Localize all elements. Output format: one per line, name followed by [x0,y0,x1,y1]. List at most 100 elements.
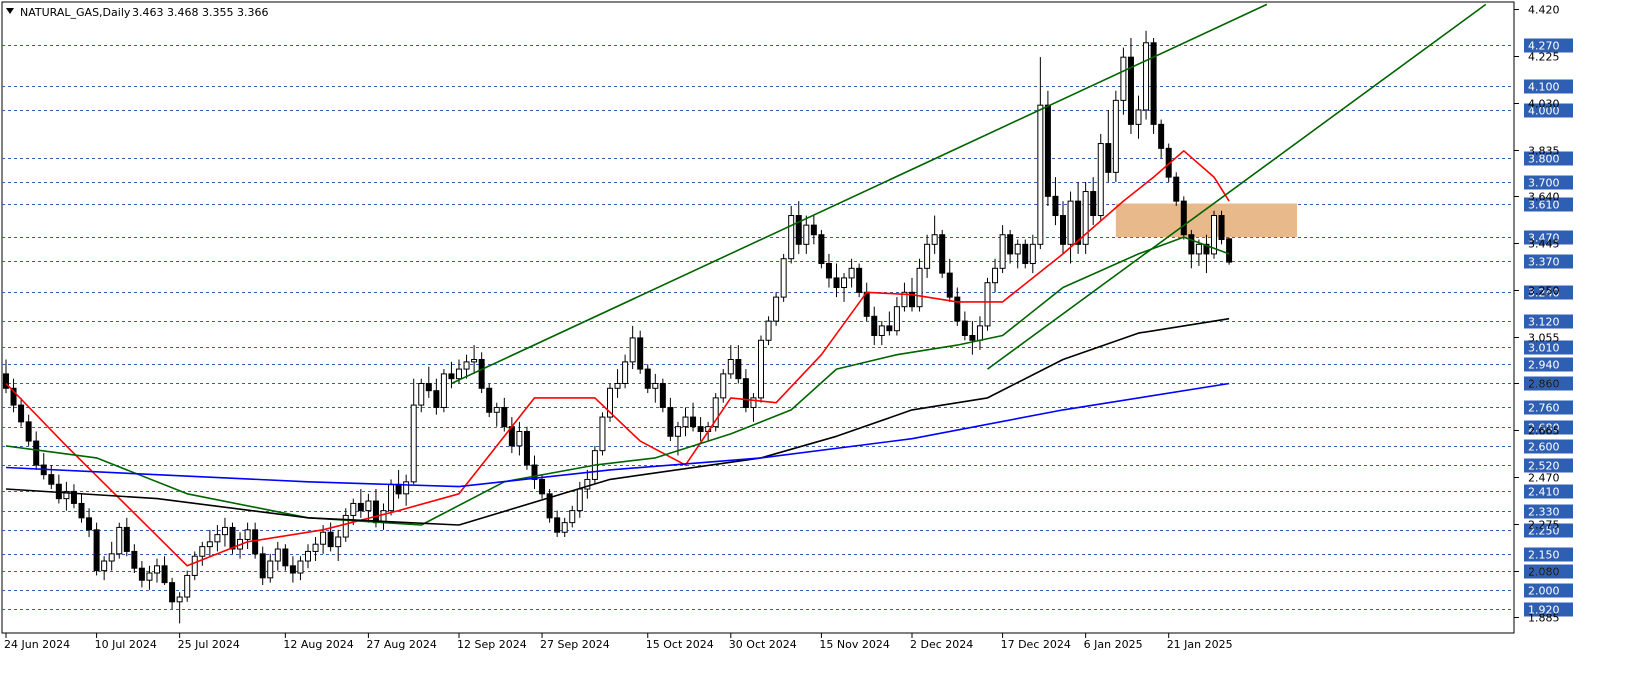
candle-body [342,514,349,538]
candle-body [403,481,410,495]
x-tick-label: 12 Aug 2024 [283,638,353,651]
x-tick-label: 2 Dec 2024 [910,638,973,651]
candle-body [901,291,908,308]
grid-layer [1,1,1515,634]
y-tick-label: 3.640 [1528,191,1560,204]
candle-body [833,277,840,289]
candle-body [282,548,289,567]
candle-body [939,234,946,274]
candle-body [1150,42,1157,125]
candle-body [123,526,130,552]
candle-body [712,397,719,428]
candle-body [1014,243,1021,255]
candle-body [1203,243,1210,255]
level-price-box [1524,38,1573,53]
candle-body [1097,143,1104,217]
level-price-label: 3.010 [1528,342,1560,355]
level-price-box [1524,254,1573,269]
candle-body [1112,99,1119,173]
candle-body [803,224,810,245]
candle-body [841,277,848,289]
candle-body [1082,191,1089,245]
candle-body [961,320,968,336]
level-price-label: 2.680 [1528,422,1560,435]
candle-body [909,291,915,308]
candle-body [10,387,17,406]
candle-body [1007,234,1014,255]
candle-body [1029,243,1036,265]
dropdown-arrow-icon[interactable] [6,8,14,14]
y-tick-label: 4.420 [1528,4,1560,17]
candle-body [516,430,523,447]
candle-body [312,543,319,552]
candle-body [765,320,772,341]
candle-body [569,510,576,524]
candle-body [1158,123,1165,149]
candle-body [1218,215,1225,241]
candle-body [440,373,447,408]
candle-body [1044,104,1051,197]
level-price-box [1524,175,1573,190]
candle-body [357,502,364,512]
candle-body [825,263,832,279]
candle-body [1105,143,1112,173]
trendline[interactable] [451,3,1268,385]
candle-body [116,526,123,555]
trendline[interactable] [987,3,1487,370]
candle-body [1127,56,1134,125]
candle-body [221,526,228,536]
level-price-box [1524,583,1573,598]
y-tick-label: 3.835 [1528,145,1560,158]
candle-body [607,387,613,418]
candle-body [1120,56,1127,101]
candle-body [1135,109,1142,125]
y-tick-label: 3.055 [1528,332,1560,345]
candle-body [561,522,568,533]
candle-body [93,529,100,572]
x-tick-label: 6 Jan 2025 [1084,638,1143,651]
candle-body [425,382,432,392]
level-price-box [1524,79,1573,94]
level-price-label: 2.330 [1528,506,1560,519]
candle-body [1173,176,1180,202]
x-tick-label: 15 Nov 2024 [819,638,889,651]
candle-body [388,483,395,512]
x-tick-label: 21 Jan 2025 [1167,638,1233,651]
candle-body [289,565,296,574]
candle-body [969,334,976,341]
level-price-box [1524,602,1573,617]
axis-layer: 4.270 4.100 4.000 3.800 3.700 3.610 3.470 3.370… [4,4,1573,651]
x-tick-label: 12 Sep 2024 [457,638,527,651]
y-tick-label: 1.885 [1528,612,1560,625]
level-price-label: 2.000 [1528,585,1560,598]
x-tick-label: 24 Jun 2024 [4,638,70,651]
moving-average-line [5,382,1230,488]
candle-body [727,358,734,375]
level-price-label: 2.080 [1528,566,1560,579]
candle-body [1195,243,1202,255]
candle-body [735,358,742,380]
candle-body [773,296,780,322]
candle-body [199,546,206,557]
candle-body [18,404,25,423]
candle-body [622,361,629,384]
candle-body [486,387,493,413]
candle-body [614,382,621,389]
candle-body [576,488,583,512]
level-price-box [1524,314,1573,329]
x-tick-label: 15 Oct 2024 [646,638,714,651]
candle-body [259,553,266,579]
level-price-box [1524,484,1573,499]
title-layer: NATURAL_GAS,Daily 3.463 3.468 3.355 3.36… [6,6,268,19]
level-price-label: 3.470 [1528,232,1560,245]
level-price-box [1524,439,1573,454]
candle-body [63,490,70,500]
candle-body [976,325,983,341]
level-price-label: 3.610 [1528,199,1560,212]
candle-body [750,397,757,408]
level-price-label: 4.270 [1528,40,1560,53]
candle-body [327,531,334,548]
candle-body [999,234,1006,269]
candle-body [871,315,878,336]
